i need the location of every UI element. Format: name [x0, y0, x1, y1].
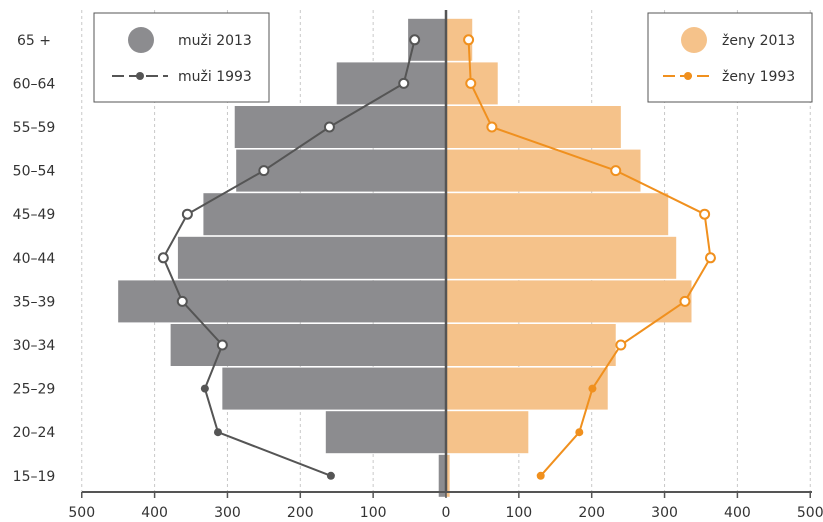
legend-label: ženy 2013 — [722, 33, 795, 49]
bar-female-2013 — [446, 149, 641, 192]
y-tick-label: 35–39 — [13, 294, 56, 310]
bar-female-2013 — [446, 411, 529, 454]
x-tick-label: 0 — [442, 505, 451, 521]
legend-label: muži 1993 — [178, 69, 252, 85]
point-female-1993 — [465, 77, 477, 89]
point-female-1993 — [615, 339, 627, 351]
bar-male-2013 — [236, 149, 446, 192]
x-tick-label: 200 — [578, 505, 605, 521]
bar-female-2013 — [446, 236, 677, 279]
legend-male: muži 2013 muži 1993 — [93, 12, 270, 103]
y-tick-label: 40–44 — [13, 251, 56, 267]
point-female-1993 — [699, 208, 711, 220]
bar-female-2013 — [446, 367, 608, 410]
y-tick-label: 60–64 — [13, 76, 56, 92]
legend-female: ženy 2013 ženy 1993 — [647, 12, 813, 103]
y-tick-label: 65 + — [17, 33, 51, 49]
point-male-1993 — [181, 208, 193, 220]
x-tick-label: 200 — [287, 505, 314, 521]
x-tick-label: 500 — [797, 505, 823, 521]
legend-box — [647, 12, 813, 103]
y-tick-label: 20–24 — [13, 425, 56, 441]
legend-swatch-bar — [128, 27, 154, 53]
legend-label: ženy 1993 — [722, 69, 795, 85]
bar-female-2013 — [446, 193, 669, 236]
point-female-1993 — [575, 428, 584, 437]
point-male-1993 — [176, 295, 188, 307]
y-tick-label: 45–49 — [13, 207, 56, 223]
x-tick-label: 100 — [360, 505, 387, 521]
point-female-1993 — [463, 34, 475, 46]
point-male-1993 — [409, 34, 421, 46]
point-male-1993 — [398, 77, 410, 89]
point-female-1993 — [679, 295, 691, 307]
point-male-1993 — [216, 339, 228, 351]
point-female-1993 — [610, 165, 622, 177]
series-lines — [157, 34, 716, 480]
point-male-1993 — [157, 252, 169, 264]
bar-male-2013 — [170, 324, 446, 366]
bar-male-2013 — [234, 106, 446, 148]
x-tick-label: 400 — [724, 505, 751, 521]
x-tick-label: 300 — [214, 505, 241, 521]
x-tick-label: 100 — [505, 505, 532, 521]
point-female-1993 — [588, 384, 597, 393]
legend-swatch-bar — [681, 27, 707, 53]
x-tick-label: 500 — [68, 505, 95, 521]
bar-female-2013 — [446, 324, 616, 366]
y-tick-label: 55–59 — [13, 120, 56, 136]
point-male-1993 — [213, 428, 222, 437]
bar-male-2013 — [438, 454, 446, 497]
legend-swatch-point — [684, 72, 692, 80]
bar-male-2013 — [222, 367, 446, 410]
bar-male-2013 — [325, 411, 446, 454]
point-female-1993 — [536, 471, 545, 480]
bar-male-2013 — [118, 280, 447, 323]
x-tick-label: 300 — [651, 505, 678, 521]
point-female-1993 — [704, 252, 716, 264]
bar-male-2013 — [203, 193, 446, 236]
point-male-1993 — [323, 121, 335, 133]
legend-label: muži 2013 — [178, 33, 252, 49]
point-male-1993 — [258, 165, 270, 177]
bar-male-2013 — [336, 62, 446, 105]
y-tick-label: 15–19 — [13, 469, 56, 485]
point-male-1993 — [326, 471, 335, 480]
point-female-1993 — [486, 121, 498, 133]
legend-box — [93, 12, 270, 103]
bar-female-2013 — [446, 454, 450, 497]
y-tick-label: 30–34 — [13, 338, 56, 354]
y-tick-label: 50–54 — [13, 164, 56, 180]
bar-female-2013 — [446, 280, 692, 323]
bar-male-2013 — [177, 236, 447, 279]
x-tick-label: 400 — [141, 505, 168, 521]
axes: 500 400 300 200 100 0 100 200 300 400 500 15–19 20–2… — [13, 33, 823, 521]
point-male-1993 — [200, 384, 209, 393]
legend-swatch-point — [136, 72, 144, 80]
y-tick-label: 25–29 — [13, 382, 56, 398]
